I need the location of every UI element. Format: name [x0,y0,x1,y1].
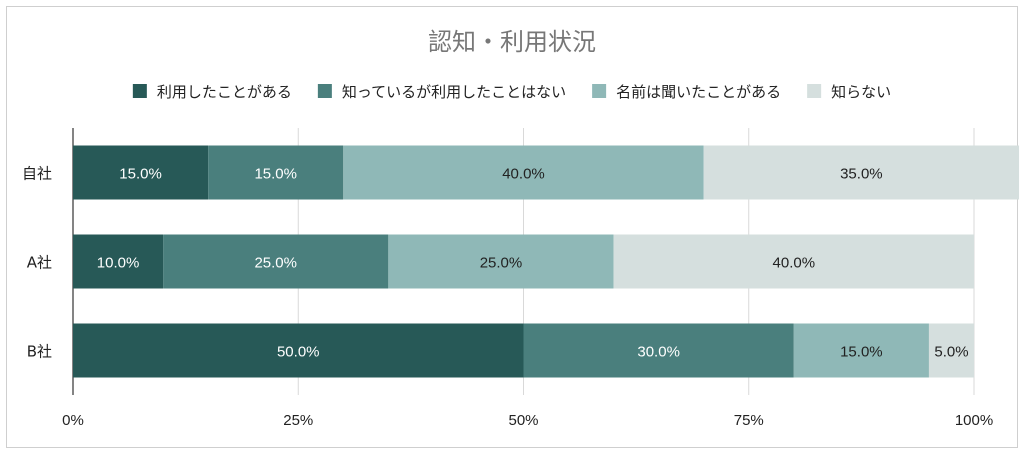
bar-segment [73,145,209,200]
legend-item: 知っているが利用したことはない [317,83,566,101]
legend-swatch [807,84,822,98]
chart-title: 認知・利用状況 [428,28,596,56]
x-axis-ticks: 0% 25% 50% 75% 100% [62,412,993,429]
legend: 利用したことがある 知っているが利用したことはない 名前は聞いたことがある 知らない [132,83,891,101]
category-label: 自社 [22,165,52,183]
bar-segment [703,145,1020,200]
bar-segment [613,234,974,289]
data-label: 40.0% [502,166,545,183]
bar-segment [388,234,614,289]
legend-item: 名前は聞いたことがある [592,83,781,101]
legend-swatch [317,84,332,98]
data-label: 35.0% [840,166,883,183]
legend-label: 利用したことがある [157,83,292,101]
data-label: 30.0% [637,344,680,361]
data-label: 15.0% [254,166,297,183]
x-tick-label: 25% [283,412,313,429]
category-labels: 自社 A社 B社 [22,165,52,361]
data-label: 25.0% [480,255,523,272]
data-label: 40.0% [773,255,816,272]
category-label: B社 [27,343,52,361]
data-label: 10.0% [97,255,140,272]
data-label: 50.0% [277,344,320,361]
bar-segment [343,145,704,200]
legend-item: 知らない [807,83,891,101]
bar-segment [163,234,389,289]
x-tick-label: 0% [62,412,84,429]
legend-swatch [132,84,147,98]
x-tick-label: 75% [734,412,764,429]
data-label: 5.0% [934,344,968,361]
bar-segment [523,323,794,378]
legend-item: 利用したことがある [132,83,292,101]
category-label: A社 [27,254,52,272]
x-tick-label: 50% [508,412,538,429]
bar-segment [928,323,974,378]
legend-label: 知らない [831,83,891,101]
legend-label: 知っているが利用したことはない [342,83,566,101]
data-label: 15.0% [119,166,162,183]
legend-label: 名前は聞いたことがある [616,83,781,101]
bar-segment [208,145,344,200]
data-label: 15.0% [840,344,883,361]
data-label: 25.0% [254,255,297,272]
bar-segment [73,234,164,289]
bars: 15.0% 15.0% 40.0% 35.0% 10.0% 25.0% 25.0% 40.0%… [73,145,1020,378]
bar-segment [793,323,929,378]
legend-swatch [592,84,607,98]
bar-segment [73,323,524,378]
x-tick-label: 100% [955,412,993,429]
